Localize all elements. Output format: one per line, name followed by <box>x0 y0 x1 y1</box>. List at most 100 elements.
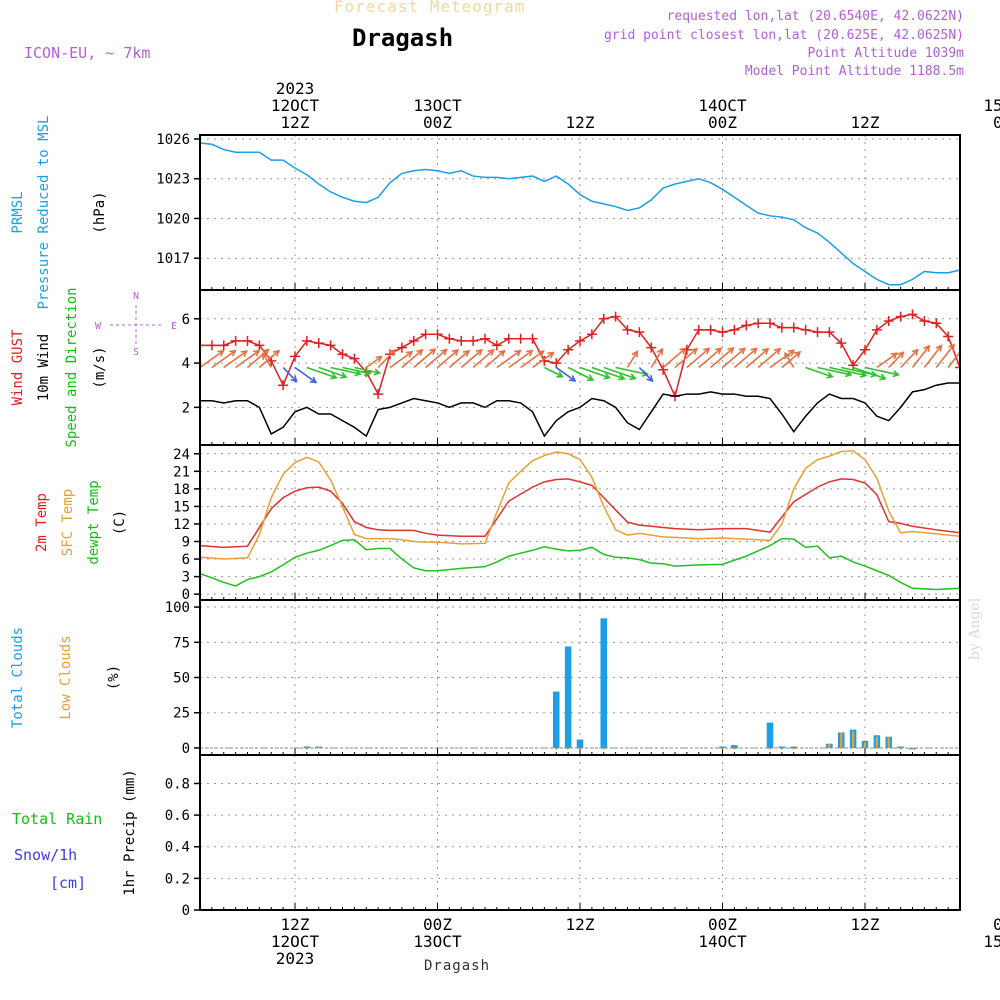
y-tick-label: 0.2 <box>165 871 190 887</box>
gust-marker <box>907 309 918 320</box>
wind-arrow <box>200 350 224 369</box>
time-label-top: 2023 <box>276 79 315 98</box>
wind-arrow-head <box>586 374 595 381</box>
y-axis-label: Wind GUST <box>10 329 26 405</box>
time-label-bottom: 00Z <box>993 915 1000 934</box>
time-label-bottom: 2023 <box>276 949 315 968</box>
time-label-bottom: 00Z <box>423 915 452 934</box>
time-label-top: 12Z <box>851 113 880 132</box>
wind-arrow <box>425 349 448 369</box>
wind-arrow-head <box>229 349 237 357</box>
series-group <box>200 142 960 286</box>
gust-marker <box>776 322 787 333</box>
wind-arrow-head <box>773 347 782 355</box>
gust-marker <box>575 335 585 346</box>
gust-marker <box>765 318 775 329</box>
gust-marker <box>480 333 490 344</box>
y-axis-label: 1hr Precip (mm) <box>122 769 138 895</box>
gust-marker <box>871 324 882 335</box>
gust-marker <box>634 327 645 338</box>
wind-arrow <box>508 350 533 369</box>
wind-arrow <box>876 352 898 369</box>
wind-arrow <box>306 366 337 379</box>
cloud-bar <box>780 747 783 750</box>
cloud-bar <box>552 691 560 748</box>
panel-clouds: 0 25 50 75 100 Total Clouds Low Clouds (%) <box>10 599 961 757</box>
wind-arrow-head <box>451 348 460 356</box>
gust-marker <box>396 342 407 353</box>
y-tick-label: 0 <box>182 587 190 603</box>
cloud-bar <box>303 746 311 749</box>
time-label-bottom: 12Z <box>851 915 880 934</box>
series-group <box>200 309 960 438</box>
wind-arrow <box>496 350 521 369</box>
gust-marker <box>753 318 764 329</box>
y-tick-label: 2 <box>182 400 190 416</box>
y-tick-label: 24 <box>173 447 190 463</box>
cloud-bar <box>305 747 308 750</box>
y-tick-label: 18 <box>173 482 190 498</box>
wind-arrow-head <box>656 347 664 356</box>
gust-marker <box>610 311 621 322</box>
gust-marker <box>622 324 633 335</box>
time-label-top: 12Z <box>281 113 310 132</box>
wind-arrow-head <box>923 344 931 353</box>
wind-arrow <box>223 350 248 369</box>
wind-arrow-head <box>948 343 956 351</box>
wind-arrow-head <box>738 347 747 355</box>
wind-arrow <box>603 366 636 380</box>
wind-arrow <box>330 366 361 375</box>
y-tick-label: 9 <box>182 535 190 551</box>
station-name: Dragash <box>352 24 454 52</box>
wind-arrow-head <box>405 350 414 358</box>
wind-arrow <box>318 366 347 378</box>
series-group <box>200 618 960 750</box>
wind-arrow <box>532 351 554 369</box>
wind-arrow-head <box>826 371 834 379</box>
wind-arrow-head <box>714 347 723 355</box>
cloud-bar <box>863 742 867 748</box>
wind-arrow <box>401 349 423 369</box>
wind-arrow <box>389 351 413 369</box>
gust-marker <box>705 324 716 335</box>
cloud-bar <box>564 646 572 748</box>
cloud-bar <box>602 747 605 750</box>
wind-arrow <box>650 348 664 368</box>
y-tick-label: 1026 <box>156 132 190 148</box>
wind-arrow <box>448 350 470 369</box>
gust-marker <box>325 340 336 351</box>
wind-arrow <box>246 349 269 369</box>
cloud-bar <box>576 739 584 748</box>
gust-marker <box>242 335 253 346</box>
gust-marker <box>693 324 704 335</box>
wind-arrow-head <box>475 348 483 356</box>
y-tick-label: 75 <box>173 635 190 651</box>
wind-arrow-head <box>487 348 495 356</box>
wind-arrow <box>757 348 781 369</box>
y-axis-label: 10m Wind <box>36 334 52 401</box>
wind-arrow-head <box>388 349 396 357</box>
wind-arrow-head <box>537 350 545 357</box>
wind-arrow-head <box>762 347 770 355</box>
y-axis-label: (hPa) <box>92 191 108 233</box>
y-tick-label: 25 <box>173 706 190 722</box>
wind-arrow-head <box>793 350 802 358</box>
wind-arrow-head <box>603 372 612 380</box>
gust-marker <box>883 316 894 326</box>
y-axis-label: SFC Temp <box>60 489 76 556</box>
precip-legend-text: [cm] <box>50 874 86 892</box>
wind-arrow <box>721 347 746 369</box>
y-tick-label: 1023 <box>156 172 190 188</box>
y-axis-label: 2m Temp <box>34 493 50 552</box>
gust-marker <box>836 338 847 349</box>
gust-marker <box>420 329 431 340</box>
wind-arrow-head <box>290 375 298 383</box>
wind-arrow <box>436 349 459 369</box>
wind-arrow-head <box>498 349 506 357</box>
gust-marker <box>658 364 669 375</box>
cloud-bar <box>792 747 795 750</box>
time-label-top: 14OCT <box>698 96 747 115</box>
wind-arrow <box>959 366 960 368</box>
cloud-bar <box>317 746 320 749</box>
wind-arrow <box>615 366 648 376</box>
